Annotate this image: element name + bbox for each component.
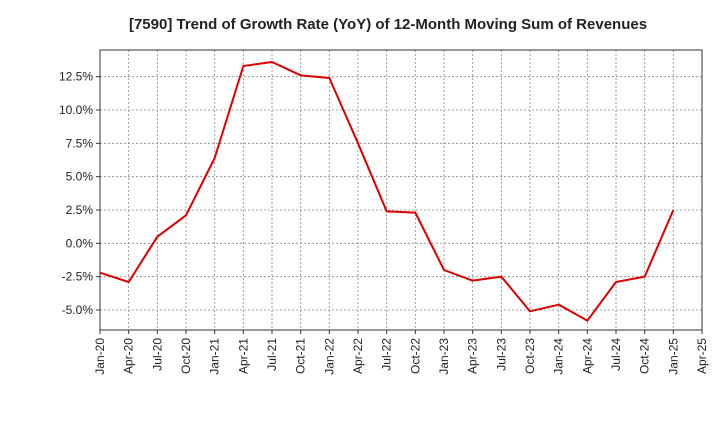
x-tick-label: Jan-23 — [437, 338, 451, 375]
x-tick-label: Jan-21 — [208, 338, 222, 375]
x-tick-label: Apr-20 — [122, 338, 136, 374]
x-tick-label: Oct-21 — [294, 338, 308, 374]
y-tick-label: 0.0% — [66, 236, 94, 250]
x-tick-label: Jul-24 — [609, 338, 623, 371]
axis-ticks: Jan-20 Apr-20 Jul-20 Oct-20 Jan-21 Apr-21 Jul-… — [59, 70, 709, 375]
x-tick-label: Apr-24 — [580, 338, 594, 374]
y-tick-label: 12.5% — [59, 70, 93, 84]
x-tick-label: Oct-24 — [638, 338, 652, 374]
grid-lines — [100, 50, 702, 330]
plot-area-frame — [99, 49, 703, 331]
series-layer — [99, 61, 675, 322]
y-tick-label: 10.0% — [59, 103, 93, 117]
x-tick-label: Apr-21 — [236, 338, 250, 374]
chart-title: [7590] Trend of Growth Rate (YoY) of 12-… — [129, 16, 647, 33]
x-tick-label: Jul-20 — [150, 338, 164, 371]
y-tick-label: 7.5% — [66, 136, 94, 150]
x-tick-label: Jan-20 — [93, 338, 107, 375]
y-tick-label: -2.5% — [62, 270, 94, 284]
x-tick-label: Jul-22 — [380, 338, 394, 371]
x-tick-label: Jul-23 — [494, 338, 508, 371]
y-tick-label: 5.0% — [66, 170, 94, 184]
x-tick-label: Jan-25 — [666, 338, 680, 375]
y-tick-label: 2.5% — [66, 203, 94, 217]
x-tick-label: Apr-22 — [351, 338, 365, 374]
x-tick-label: Oct-23 — [523, 338, 537, 374]
x-tick-label: Apr-25 — [695, 338, 709, 374]
x-tick-label: Jan-22 — [322, 338, 336, 375]
x-tick-label: Apr-23 — [466, 338, 480, 374]
x-tick-label: Oct-22 — [408, 338, 422, 374]
series-line — [99, 61, 675, 322]
x-tick-label: Oct-20 — [179, 338, 193, 374]
x-tick-label: Jul-21 — [265, 338, 279, 371]
y-tick-label: -5.0% — [62, 303, 94, 317]
x-tick-label: Jan-24 — [552, 338, 566, 375]
